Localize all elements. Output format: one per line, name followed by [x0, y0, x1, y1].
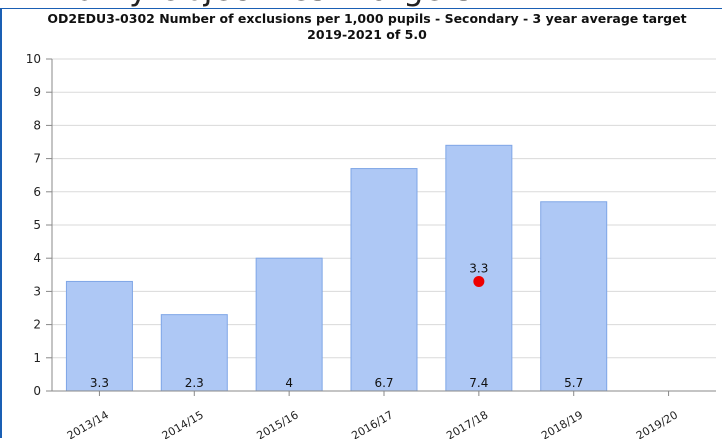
- xtick-label-2014/15: 2014/15: [160, 408, 206, 439]
- bar-2016/17: [350, 168, 418, 392]
- target-marker-label: 3.3: [469, 261, 488, 275]
- chart-frame: OD2EDU3-0302 Number of exclusions per 1,…: [0, 8, 722, 439]
- target-markers: 3.3: [469, 261, 488, 287]
- ytick-label-3: 3: [33, 284, 41, 298]
- data-label-2014/15: 2.3: [185, 376, 204, 390]
- ytick-label-1: 1: [33, 351, 41, 365]
- bar-2014/15: [160, 314, 228, 392]
- xtick-label-2019/20: 2019/20: [634, 408, 680, 439]
- xtick-label-2015/16: 2015/16: [255, 408, 301, 439]
- data-label-2013/14: 3.3: [90, 376, 109, 390]
- exclusions-bar-chart: OD2EDU3-0302 Number of exclusions per 1,…: [26, 11, 716, 439]
- xtick-label-2018/19: 2018/19: [539, 408, 585, 439]
- ytick-label-6: 6: [33, 185, 41, 199]
- data-label-2015/16: 4: [285, 376, 293, 390]
- page-heading-clipped: Priority Objectives - targets: [0, 0, 724, 8]
- page-heading: Priority Objectives - targets: [34, 0, 472, 8]
- ytick-label-7: 7: [33, 152, 41, 166]
- ytick-label-4: 4: [33, 251, 41, 265]
- xtick-label-2016/17: 2016/17: [349, 408, 395, 439]
- xtick-label-2013/14: 2013/14: [65, 408, 111, 439]
- chart-title-line-1: OD2EDU3-0302 Number of exclusions per 1,…: [47, 11, 686, 26]
- data-label-2017/18: 7.4: [469, 376, 488, 390]
- ytick-label-2: 2: [33, 318, 41, 332]
- bar-2015/16: [255, 257, 323, 392]
- target-marker-2017/18: [473, 275, 485, 287]
- ytick-label-0: 0: [33, 384, 41, 398]
- chart-title-line-2: 2019-2021 of 5.0: [307, 27, 427, 42]
- bar-2013/14: [65, 280, 133, 392]
- bar-2018/19: [540, 201, 608, 392]
- ytick-label-9: 9: [33, 85, 41, 99]
- y-axis-ticks: 0 1 2 3 4 5 6 7 8 9 10: [26, 52, 52, 398]
- data-label-2016/17: 6.7: [374, 376, 393, 390]
- bar-2017/18: [445, 144, 513, 392]
- ytick-label-10: 10: [26, 52, 41, 66]
- bars: 3.3 2.3 4 6.7 7.4 5.7: [65, 144, 608, 392]
- ytick-label-8: 8: [33, 118, 41, 132]
- data-label-2018/19: 5.7: [564, 376, 583, 390]
- x-axis-ticks: 2013/14 2014/15 2015/16 2016/17 2017/18 2018/…: [65, 391, 680, 439]
- xtick-label-2017/18: 2017/18: [444, 408, 490, 439]
- ytick-label-5: 5: [33, 218, 41, 232]
